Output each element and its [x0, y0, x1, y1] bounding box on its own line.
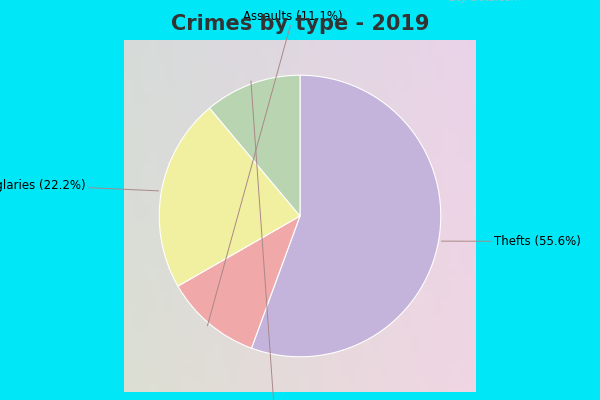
Text: Rapes (11.1%): Rapes (11.1%) [232, 81, 318, 400]
Wedge shape [251, 75, 441, 357]
Text: Thefts (55.6%): Thefts (55.6%) [442, 235, 581, 248]
Text: City-Data.com: City-Data.com [448, 0, 522, 3]
Wedge shape [178, 216, 300, 348]
Text: Crimes by type - 2019: Crimes by type - 2019 [171, 14, 429, 34]
Text: Assaults (11.1%): Assaults (11.1%) [208, 10, 343, 326]
Wedge shape [159, 108, 300, 286]
Wedge shape [209, 75, 300, 216]
Text: Burglaries (22.2%): Burglaries (22.2%) [0, 178, 158, 192]
